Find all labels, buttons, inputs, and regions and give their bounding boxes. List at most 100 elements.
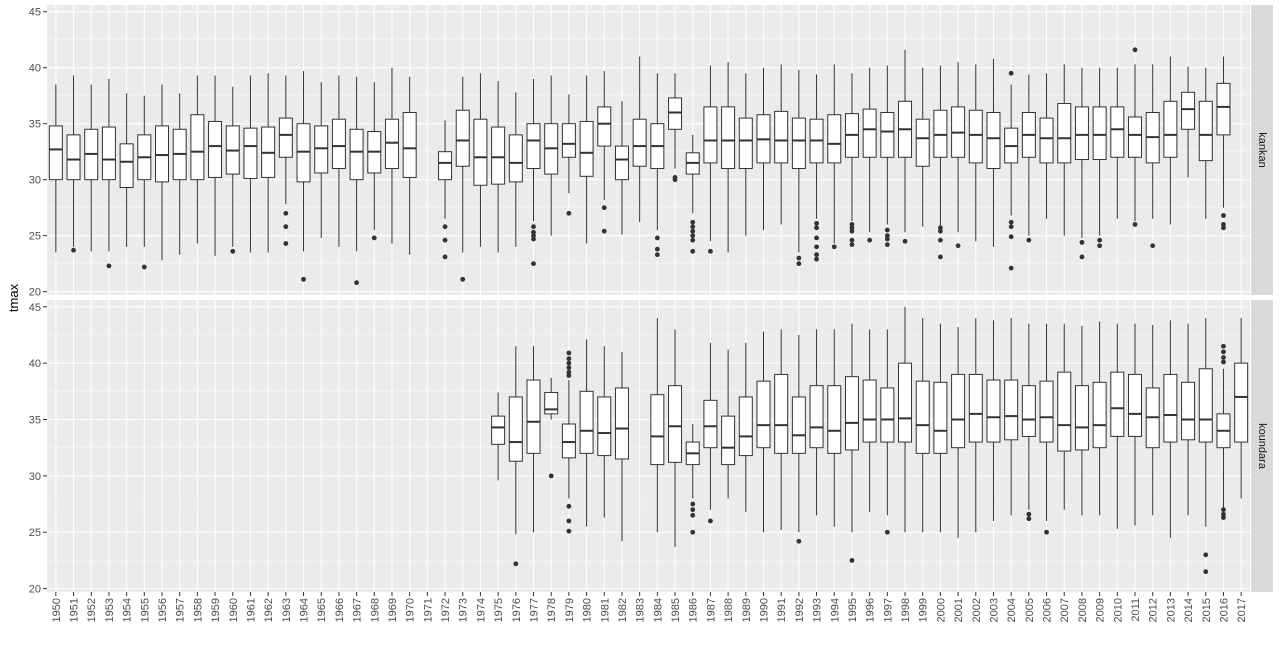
outlier-point: [566, 360, 572, 366]
box-kankan-2015: [1198, 67, 1213, 219]
y-tick-label: 30: [29, 471, 41, 483]
x-tick-label: 1954: [122, 598, 134, 622]
box-kankan-2000: [933, 65, 948, 260]
outlier-point: [531, 236, 536, 242]
outlier-point: [814, 252, 819, 258]
box-koundara-1991: [774, 329, 789, 530]
x-tick-label: 1965: [316, 598, 328, 622]
x-tick-label: 1996: [865, 598, 877, 622]
outlier-point: [1026, 516, 1032, 522]
outlier-point: [1008, 224, 1014, 230]
box-kankan-1950: [48, 84, 63, 253]
box-kankan-2012: [1145, 64, 1160, 249]
outlier-point: [690, 501, 696, 507]
box-iqr: [1234, 362, 1249, 443]
x-tick-label: 1974: [475, 598, 487, 622]
outlier-point: [1008, 70, 1014, 76]
box-iqr: [1074, 385, 1089, 451]
box-iqr: [933, 381, 948, 454]
x-tick-label: 1955: [139, 598, 151, 622]
box-iqr: [561, 423, 576, 459]
outlier-point: [531, 233, 536, 239]
box-kankan-1995: [844, 73, 859, 248]
x-tick-label: 1999: [918, 598, 930, 622]
box-iqr: [721, 415, 736, 466]
y-tick-label: 45: [29, 302, 41, 314]
x-tick-label: 1998: [900, 598, 912, 622]
box-kankan-1972: [438, 120, 453, 260]
x-tick-label: 2009: [1095, 598, 1107, 622]
box-iqr: [844, 376, 859, 451]
box-kankan-2005: [1021, 74, 1036, 243]
box-iqr: [1004, 379, 1019, 441]
x-tick-label: 1978: [546, 598, 558, 622]
box-kankan-2010: [1110, 67, 1125, 219]
box-iqr: [1057, 371, 1072, 452]
outlier-point: [884, 529, 890, 535]
box-iqr: [1198, 100, 1213, 162]
box-kankan-1981: [597, 71, 612, 234]
box-iqr: [154, 125, 169, 183]
box-kankan-2016: [1216, 56, 1231, 231]
box-kankan-1957: [172, 93, 187, 255]
x-tick-label: 1987: [705, 598, 717, 622]
box-iqr: [1021, 385, 1036, 437]
outlier-point: [566, 518, 572, 524]
box-koundara-2017: [1234, 318, 1249, 499]
outlier-point: [690, 219, 696, 225]
x-tick-label: 1970: [405, 598, 417, 622]
box-koundara-2009: [1092, 321, 1107, 516]
box-koundara-1994: [827, 329, 842, 527]
outlier-point: [796, 261, 802, 267]
box-kankan-2007: [1057, 64, 1072, 236]
outlier-point: [938, 254, 943, 260]
box-iqr: [968, 109, 983, 164]
box-kankan-1976: [508, 92, 523, 247]
x-tick-label: 1961: [245, 598, 257, 622]
box-kankan-1960: [225, 86, 240, 254]
outlier-point: [690, 248, 696, 254]
box-kankan-1956: [154, 84, 169, 261]
box-koundara-2002: [968, 318, 983, 533]
box-kankan-1978: [544, 75, 559, 236]
x-tick-label: 1982: [617, 598, 629, 622]
outlier-point: [938, 237, 943, 243]
box-iqr: [278, 117, 293, 158]
box-iqr: [738, 396, 753, 457]
box-iqr: [1181, 91, 1196, 130]
x-tick-label: 2001: [953, 598, 965, 622]
x-tick-label: 1972: [440, 598, 452, 622]
box-koundara-1992: [791, 334, 806, 544]
outlier-point: [141, 264, 147, 270]
y-tick-label: 45: [29, 7, 41, 19]
outlier-point: [955, 243, 961, 249]
x-tick-label: 1956: [157, 598, 169, 622]
box-kankan-2009: [1092, 67, 1107, 249]
outlier-point: [1221, 355, 1226, 360]
box-iqr: [703, 106, 718, 164]
box-kankan-1968: [367, 82, 382, 241]
x-tick-label: 1997: [882, 598, 894, 622]
y-tick-label: 35: [29, 119, 41, 131]
box-kankan-2004: [1004, 70, 1019, 271]
outlier-point: [884, 233, 890, 239]
box-iqr: [668, 385, 683, 463]
box-kankan-1961: [243, 75, 258, 253]
outlier-point: [902, 238, 908, 244]
x-tick-label: 1977: [529, 598, 541, 622]
panel-koundara: 20 25 30 35 40 45 koundara: [29, 300, 1273, 596]
outlier-point: [849, 228, 855, 234]
box-kankan-1983: [632, 56, 647, 223]
box-koundara-1985: [668, 329, 683, 547]
outlier-point: [1221, 349, 1226, 355]
box-iqr: [579, 120, 594, 177]
strip-background: [1251, 5, 1273, 295]
outlier-point: [301, 276, 306, 282]
strip-background: [1251, 300, 1273, 592]
box-koundara-1980: [579, 339, 594, 527]
x-tick-label: 1976: [511, 598, 523, 622]
box-kankan-1997: [880, 65, 895, 248]
x-tick-label: 1992: [794, 598, 806, 622]
box-kankan-1966: [331, 75, 346, 247]
x-tick-label: 2002: [971, 598, 983, 622]
